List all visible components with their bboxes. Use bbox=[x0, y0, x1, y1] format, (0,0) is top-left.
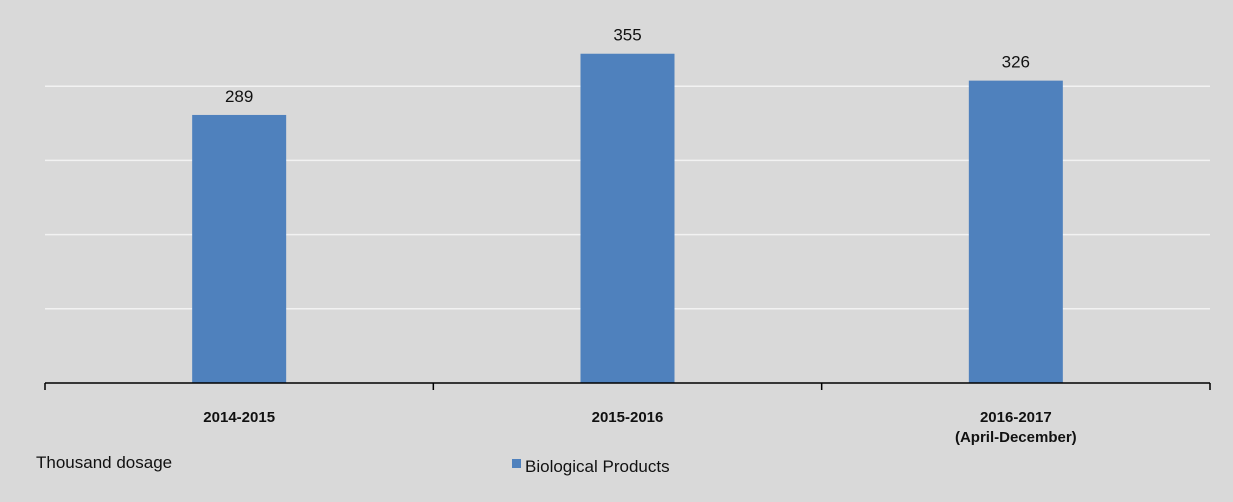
data-label-2: 355 bbox=[613, 26, 641, 45]
bars bbox=[192, 53, 1063, 384]
x-tick-label-2: 2015-2016 bbox=[592, 409, 664, 426]
legend-label: Biological Products bbox=[525, 457, 670, 476]
x-tick-labels: 2014-2015 2015-2016 2016-2017 (April-Decemb… bbox=[203, 409, 1076, 446]
x-tick-label-3: (April-December) bbox=[955, 429, 1077, 446]
bar-2 bbox=[580, 53, 675, 384]
data-label-3: 326 bbox=[1002, 53, 1030, 72]
unit-label: Thousand dosage bbox=[36, 453, 172, 472]
legend: Biological Products bbox=[512, 457, 670, 476]
x-tick-label-3: 2016-2017 bbox=[980, 409, 1052, 426]
x-tick-label-1: 2014-2015 bbox=[203, 409, 275, 426]
legend-swatch bbox=[512, 459, 521, 468]
bar-1 bbox=[192, 114, 287, 383]
x-axis bbox=[44, 382, 1211, 390]
data-labels: 289 355 326 bbox=[225, 26, 1030, 106]
data-label-1: 289 bbox=[225, 87, 253, 106]
bar-3 bbox=[968, 80, 1063, 383]
